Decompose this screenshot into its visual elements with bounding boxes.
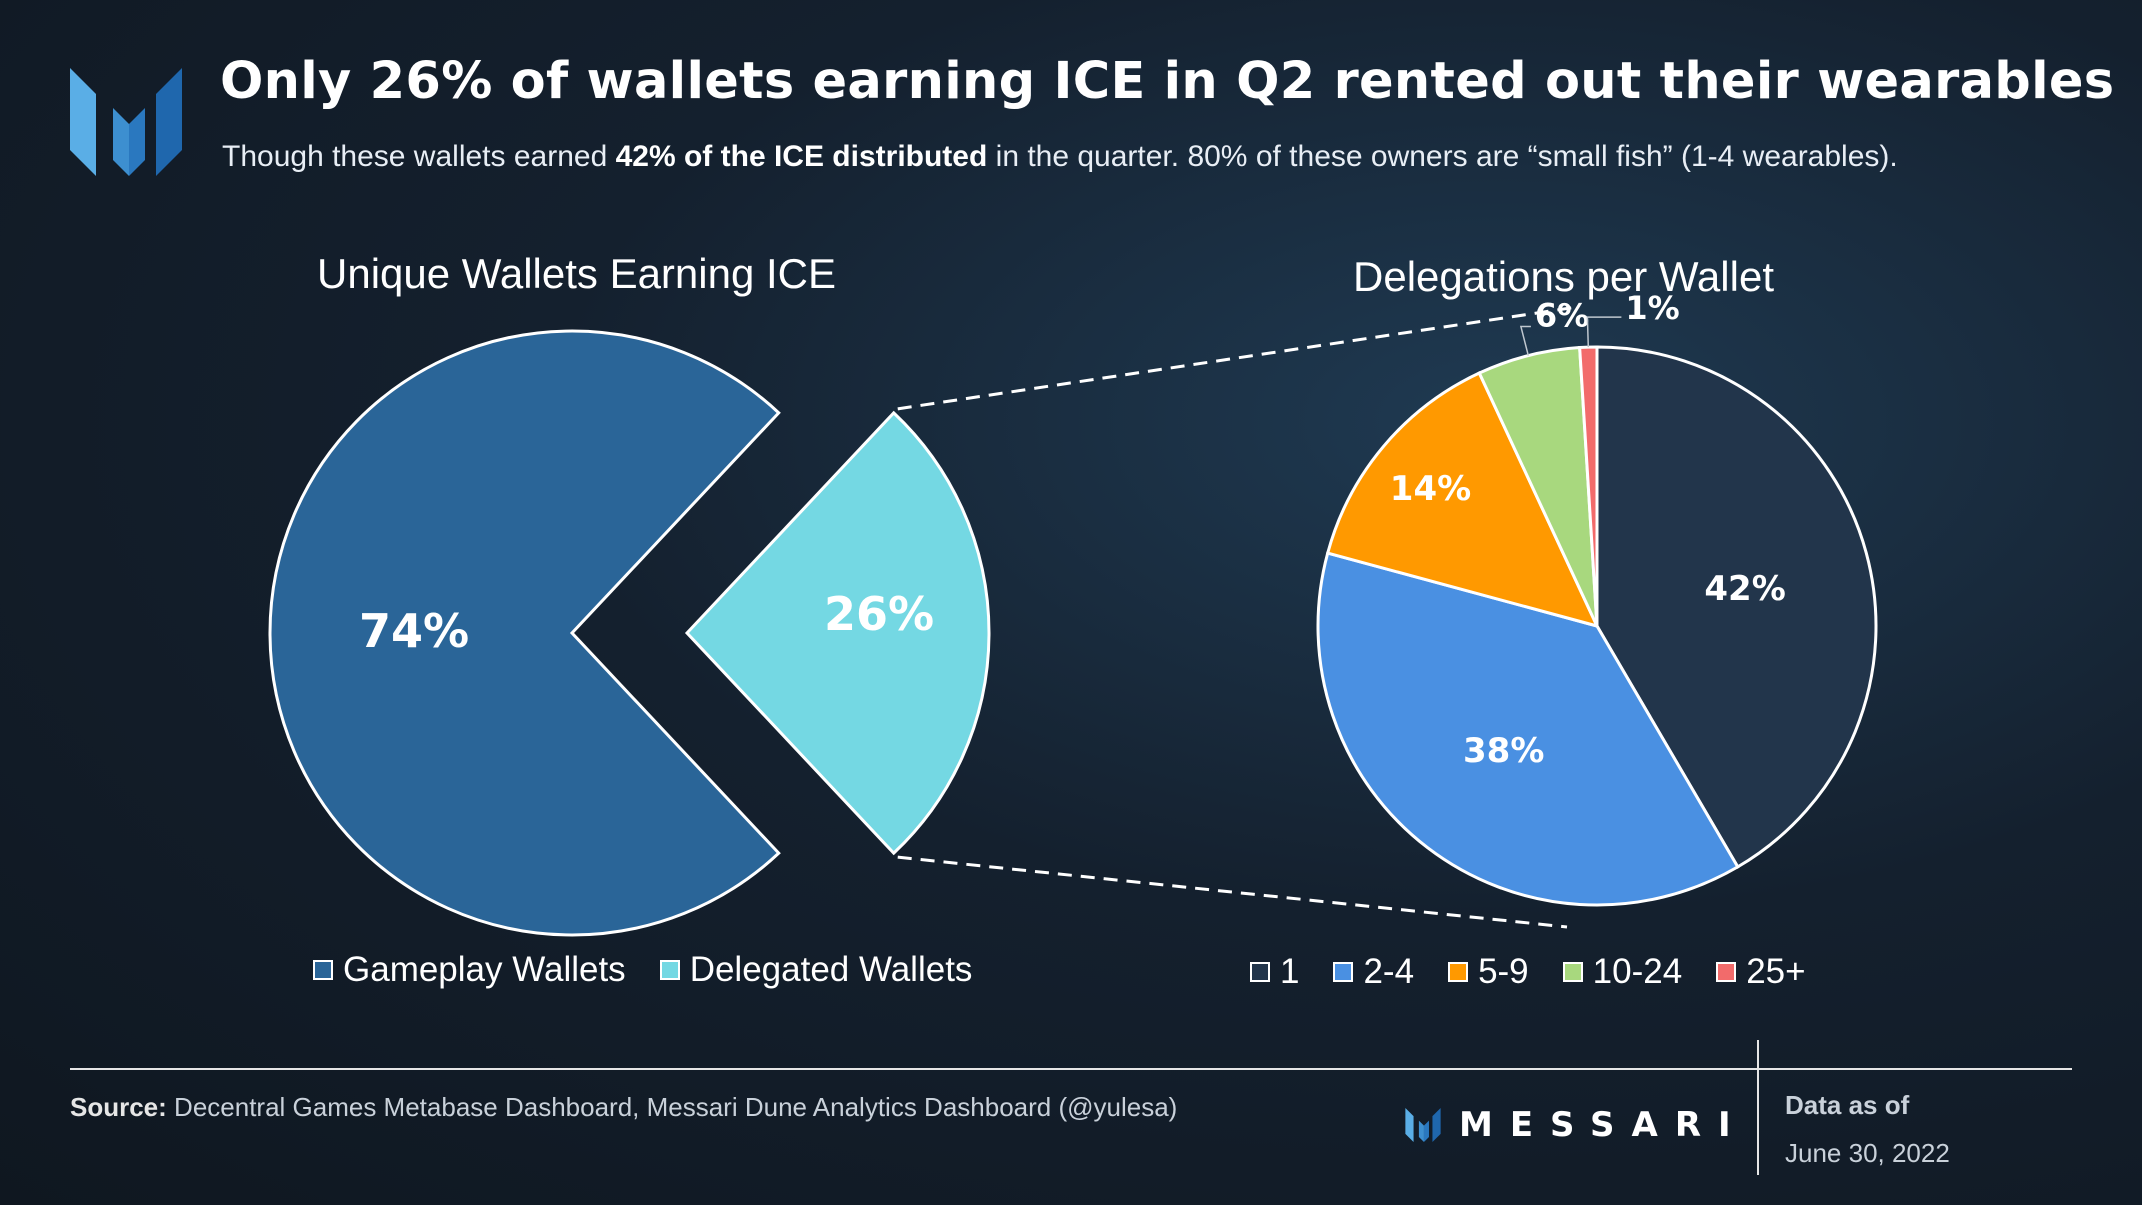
legend-swatch-25-plus xyxy=(1716,962,1737,982)
legend-item-gameplay: Gameplay Wallets xyxy=(313,950,626,990)
legend-label-gameplay: Gameplay Wallets xyxy=(343,950,626,989)
data-label-delegated-wallets: 26% xyxy=(824,587,934,641)
legend-swatch-10-24 xyxy=(1562,962,1583,982)
data-label-gameplay-wallets: 74% xyxy=(359,604,469,658)
data-label-10-24: 6% xyxy=(1535,297,1589,335)
leader-line-10-24 xyxy=(1519,325,1531,356)
chart-title-unique-wallets: Unique Wallets Earning ICE xyxy=(317,250,837,297)
legend-swatch-gameplay xyxy=(313,960,333,980)
legend-swatch-5-9 xyxy=(1448,962,1469,982)
legend-item-2-4: 2-4 xyxy=(1333,952,1414,992)
pie-slice-delegated-wallets xyxy=(684,410,991,856)
pie-slice-gameplay-wallets xyxy=(268,329,781,937)
legend-item-1: 1 xyxy=(1250,952,1299,992)
footer-divider xyxy=(70,1068,2072,1070)
pie-slice-1 xyxy=(1595,345,1878,869)
legend-swatch-delegated xyxy=(659,960,680,980)
legend-label-5-9: 5-9 xyxy=(1478,952,1529,991)
legend-item-25-plus: 25+ xyxy=(1716,952,1806,992)
legend-swatch-2-4 xyxy=(1333,962,1354,982)
data-label-2-4: 38% xyxy=(1463,731,1544,771)
page-subtitle: Though these wallets earned 42% of the I… xyxy=(222,140,1898,173)
brand-name: MESSARI xyxy=(1459,1105,1748,1145)
data-label-5-9: 14% xyxy=(1390,469,1471,509)
pie-slice-2-4 xyxy=(1316,551,1740,907)
legend-unique-wallets: Gameplay Wallets Delegated Wallets xyxy=(313,950,972,990)
legend-item-delegated: Delegated Wallets xyxy=(659,950,973,990)
messari-brand: MESSARI xyxy=(1403,1105,1748,1145)
connector-line-bottom xyxy=(897,855,1568,929)
legend-item-10-24: 10-24 xyxy=(1562,952,1683,992)
legend-delegations: 1 2-4 5-9 10-24 25+ xyxy=(1250,952,1806,992)
legend-item-5-9: 5-9 xyxy=(1448,952,1529,992)
messari-logo-icon xyxy=(70,68,182,176)
legend-label-10-24: 10-24 xyxy=(1592,952,1683,991)
data-as-of-date: June 30, 2022 xyxy=(1785,1138,1950,1168)
legend-swatch-1 xyxy=(1250,962,1270,982)
leader-line-25-plus xyxy=(1586,316,1622,348)
pie-slice-5-9 xyxy=(1325,371,1600,629)
chart-title-delegations: Delegations per Wallet xyxy=(1353,253,1774,300)
data-label-25-plus: 1% xyxy=(1625,289,1679,327)
messari-brand-icon xyxy=(1405,1108,1441,1142)
data-as-of-label: Data as of xyxy=(1785,1090,1910,1120)
legend-label-25-plus: 25+ xyxy=(1746,952,1806,991)
data-label-1: 42% xyxy=(1704,569,1785,609)
source-note: Source: Decentral Games Metabase Dashboa… xyxy=(70,1092,1178,1122)
legend-label-1: 1 xyxy=(1280,952,1300,991)
footer-vertical-divider xyxy=(1757,1040,1759,1175)
pie-slice-25-plus xyxy=(1578,345,1599,627)
legend-label-2-4: 2-4 xyxy=(1363,952,1415,991)
legend-label-delegated: Delegated Wallets xyxy=(689,950,973,989)
page-title: Only 26% of wallets earning ICE in Q2 re… xyxy=(220,52,2115,111)
